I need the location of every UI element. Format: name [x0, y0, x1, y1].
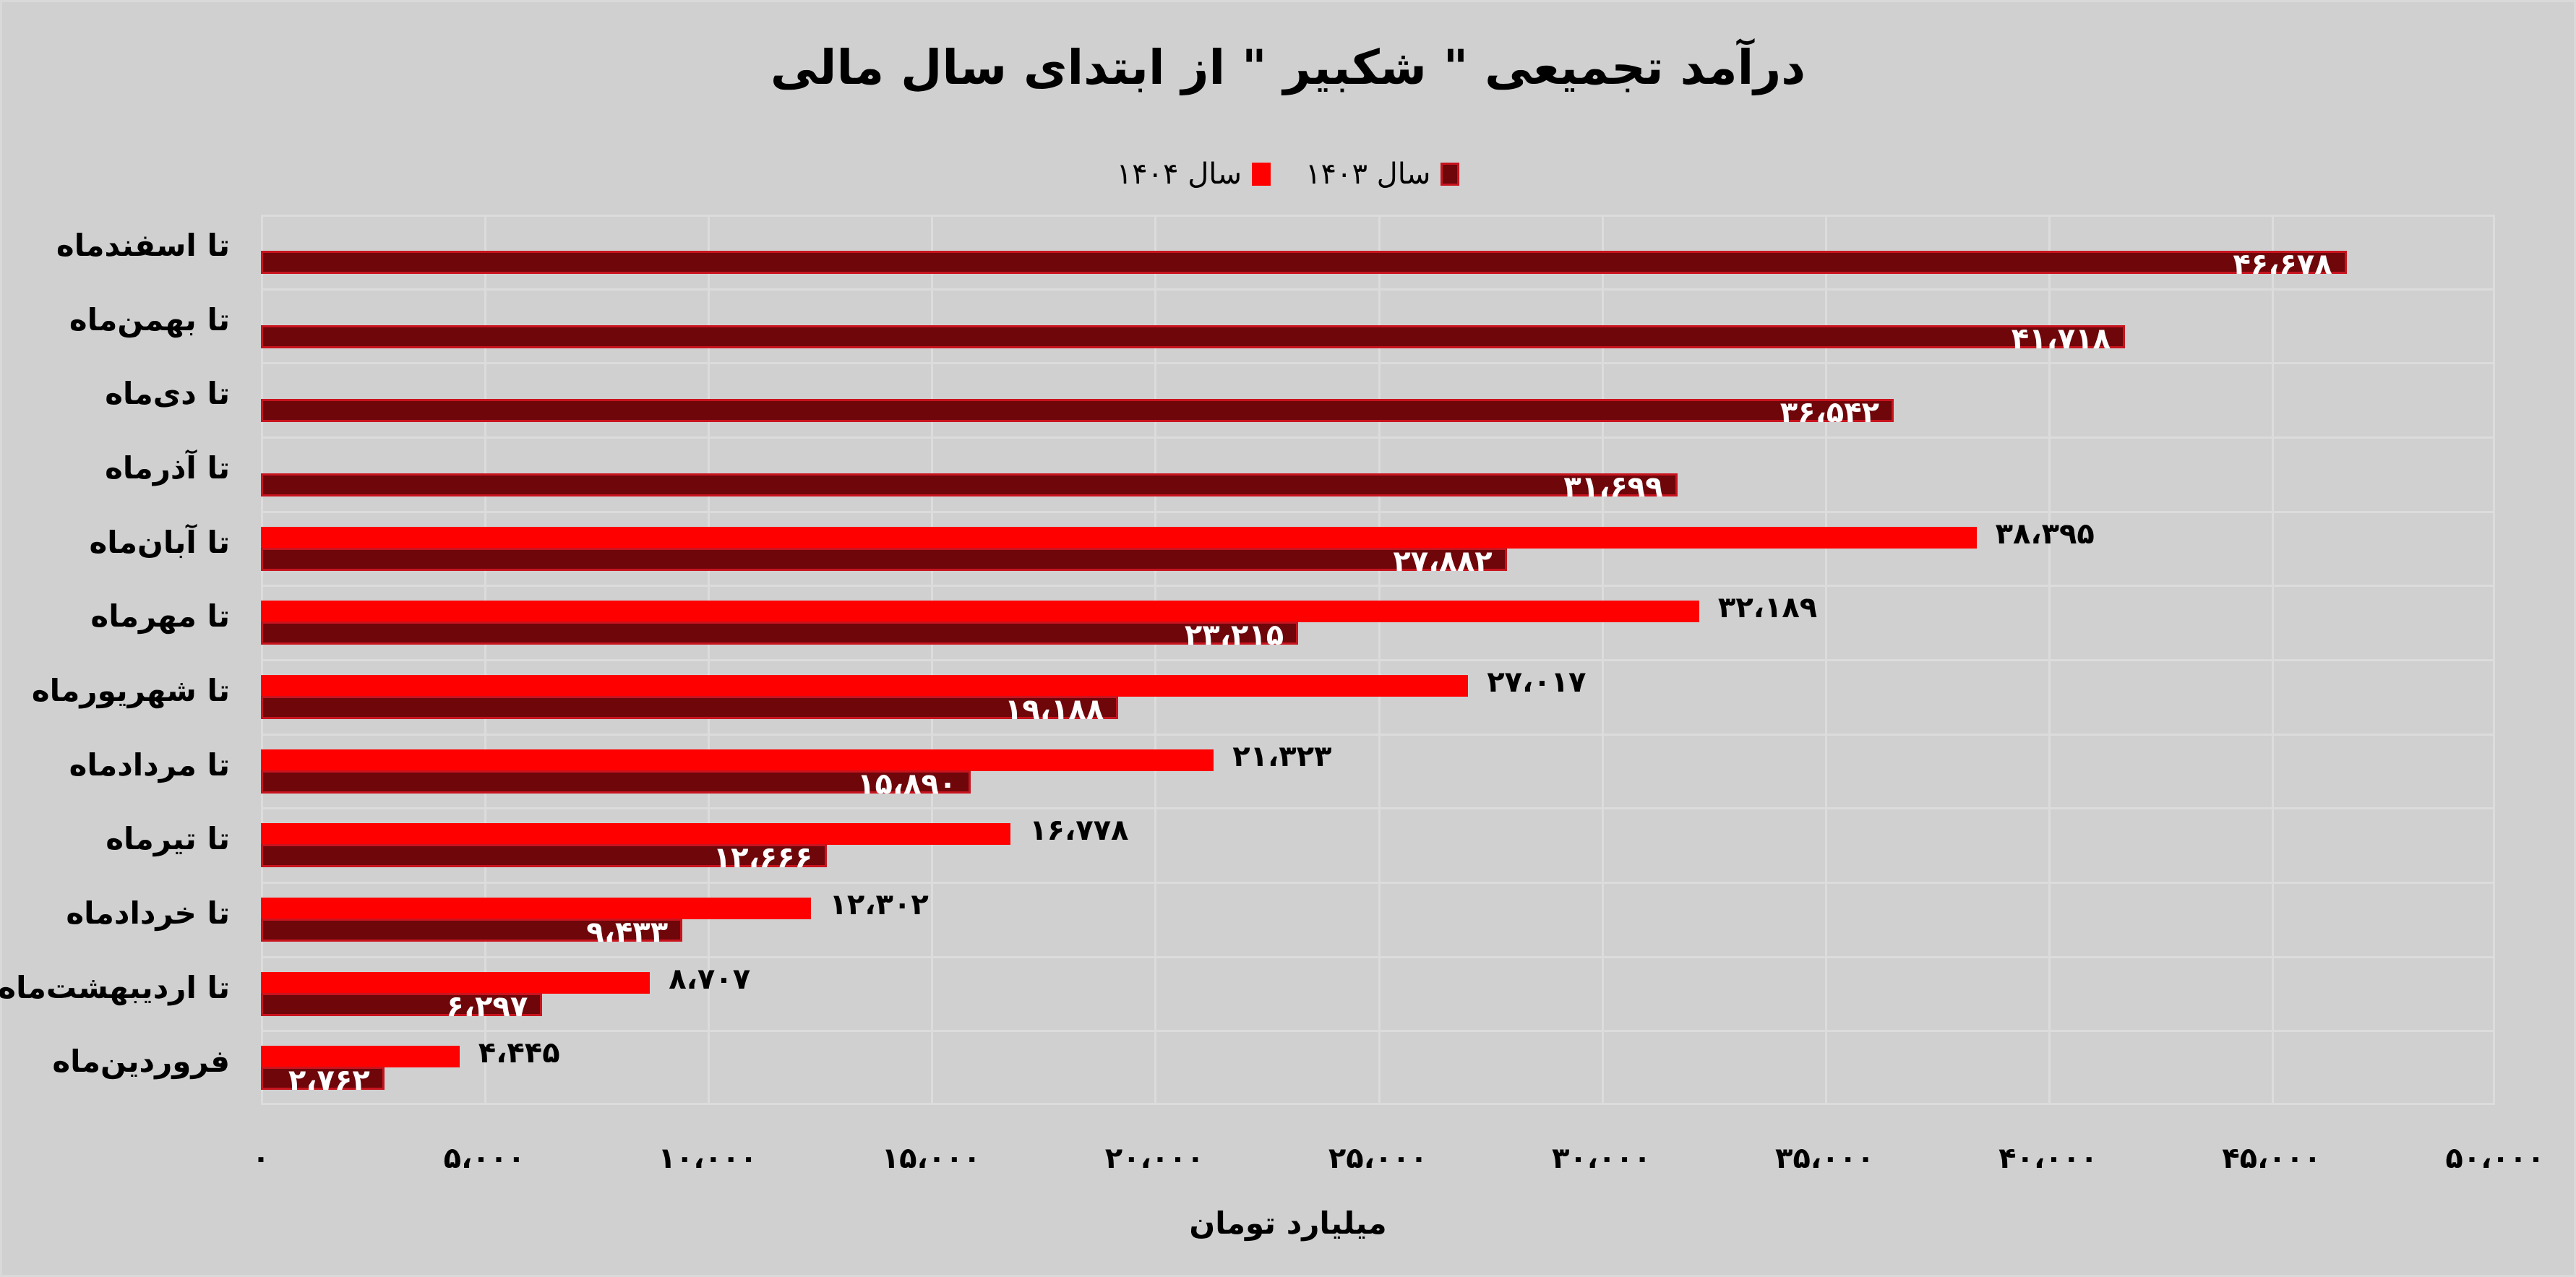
- horizontal-gridline: [263, 437, 2493, 439]
- horizontal-gridline: [263, 882, 2493, 884]
- bar-1403[interactable]: [261, 324, 2125, 348]
- bar-1404[interactable]: [261, 971, 651, 994]
- data-label-1404: ۸،۷۰۷: [669, 962, 751, 996]
- bar-1404[interactable]: [261, 749, 1214, 771]
- data-label-1403: ۲۳،۲۱۵: [1184, 619, 1284, 653]
- legend-swatch-1404-icon: [1252, 163, 1271, 186]
- data-label-1404: ۳۲،۱۸۹: [1717, 591, 1818, 625]
- data-label-1404: ۲۱،۳۲۳: [1232, 739, 1332, 773]
- category-label: تا آبان‌ماه: [89, 524, 230, 560]
- horizontal-gridline: [263, 659, 2493, 661]
- bar-1404[interactable]: [261, 526, 1977, 549]
- x-tick-label: ۴۵،۰۰۰: [2222, 1142, 2322, 1175]
- category-label: تا تیرماه: [106, 821, 230, 857]
- x-tick-label: ۱۵،۰۰۰: [881, 1142, 981, 1175]
- category-label: تا بهمن‌ماه: [69, 301, 230, 337]
- horizontal-gridline: [263, 288, 2493, 291]
- data-label-1403: ۴۱،۷۱۸: [2011, 322, 2111, 356]
- data-label-1404: ۱۲،۳۰۲: [829, 888, 929, 921]
- legend: سال ۱۴۰۳ سال ۱۴۰۴: [0, 158, 2576, 191]
- horizontal-gridline: [263, 362, 2493, 365]
- horizontal-gridline: [263, 955, 2493, 958]
- data-label-1403: ۳۱،۶۹۹: [1563, 470, 1663, 504]
- data-label-1403: ۲۷،۸۸۲: [1393, 544, 1493, 578]
- category-label: تا اردیبهشت‌ماه: [0, 969, 230, 1005]
- data-label-1403: ۹،۴۳۳: [586, 916, 669, 949]
- x-tick-label: ۱۰،۰۰۰: [658, 1142, 757, 1175]
- x-tick-label: ۳۰،۰۰۰: [1551, 1142, 1652, 1175]
- category-label: تا دی‌ماه: [105, 376, 230, 412]
- bar-1403[interactable]: [261, 1067, 385, 1091]
- bar-1403[interactable]: [261, 399, 1894, 423]
- data-label-1404: ۱۶،۷۷۸: [1029, 814, 1129, 848]
- data-label-1404: ۴،۴۴۵: [478, 1036, 560, 1070]
- data-label-1403: ۶،۲۹۷: [446, 989, 528, 1023]
- category-label: تا خردادماه: [66, 895, 230, 931]
- data-label-1403: ۴۶،۶۷۸: [2233, 248, 2332, 281]
- x-tick-label: ۵،۰۰۰: [443, 1142, 525, 1175]
- bar-1404[interactable]: [261, 675, 1469, 697]
- bar-1403[interactable]: [261, 992, 543, 1016]
- bar-1404[interactable]: [261, 823, 1011, 846]
- category-label: تا آذرماه: [105, 450, 230, 486]
- legend-label-1404: سال ۱۴۰۴: [1116, 158, 1242, 191]
- x-tick-label: ۳۵،۰۰۰: [1775, 1142, 1875, 1175]
- x-tick-label: ۵۰،۰۰۰: [2445, 1142, 2545, 1175]
- horizontal-gridline: [263, 510, 2493, 513]
- bar-1404[interactable]: [261, 898, 811, 919]
- data-label-1403: ۲،۷۶۲: [288, 1064, 370, 1098]
- horizontal-gridline: [263, 733, 2493, 736]
- bar-1403[interactable]: [261, 547, 1507, 571]
- bar-1403[interactable]: [261, 473, 1678, 496]
- legend-swatch-1403-icon: [1441, 163, 1460, 186]
- data-label-1403: ۱۲،۶۶۶: [713, 841, 812, 875]
- x-tick-label: ۲۰،۰۰۰: [1104, 1142, 1205, 1175]
- bar-1403[interactable]: [261, 251, 2347, 274]
- data-label-1404: ۲۷،۰۱۷: [1487, 666, 1587, 699]
- bar-1403[interactable]: [261, 919, 683, 942]
- category-label: تا مهرماه: [90, 598, 230, 635]
- data-label-1403: ۱۹،۱۸۸: [1004, 693, 1104, 726]
- category-label: تا شهریورماه: [31, 673, 230, 708]
- horizontal-gridline: [263, 585, 2493, 588]
- data-label-1404: ۳۸،۳۹۵: [1995, 517, 2095, 551]
- bar-1404[interactable]: [261, 1046, 460, 1068]
- category-label: فروردین‌ماه: [52, 1044, 230, 1080]
- legend-item-1403[interactable]: سال ۱۴۰۳: [1305, 158, 1460, 191]
- bar-1403[interactable]: [261, 770, 971, 794]
- category-label: تا مردادماه: [69, 747, 230, 783]
- data-label-1403: ۱۵،۸۹۰: [857, 767, 957, 801]
- legend-item-1404[interactable]: سال ۱۴۰۴: [1117, 158, 1271, 191]
- bar-1403[interactable]: [261, 622, 1299, 645]
- chart-title: درآمد تجمیعی " شکبیر " از ابتدای سال مال…: [770, 40, 1807, 95]
- bar-1403[interactable]: [261, 844, 827, 868]
- legend-label-1403: سال ۱۴۰۳: [1305, 158, 1431, 191]
- bar-1403[interactable]: [261, 696, 1119, 719]
- x-axis-title: میلیارد تومان: [1189, 1205, 1387, 1241]
- x-tick-label: ۲۵،۰۰۰: [1328, 1142, 1428, 1175]
- horizontal-gridline: [263, 1030, 2493, 1033]
- x-tick-label: ۰: [252, 1142, 270, 1175]
- horizontal-gridline: [263, 807, 2493, 810]
- category-label: تا اسفندماه: [56, 228, 230, 263]
- data-label-1403: ۳۶،۵۴۲: [1779, 396, 1880, 430]
- x-tick-label: ۴۰،۰۰۰: [1998, 1142, 2098, 1175]
- bar-1404[interactable]: [261, 601, 1699, 623]
- plot-area: [261, 215, 2495, 1105]
